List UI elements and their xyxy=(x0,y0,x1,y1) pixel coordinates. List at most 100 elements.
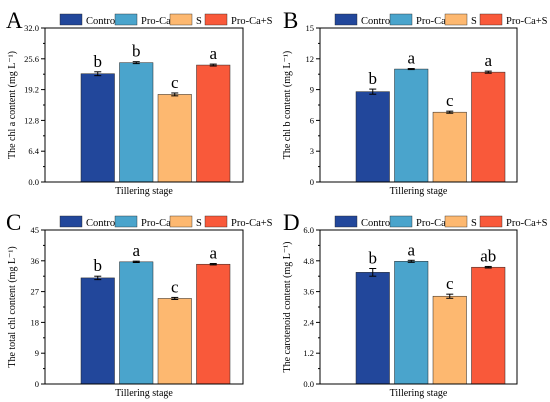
y-axis-label: The chl b content (mg L⁻¹) xyxy=(282,51,293,160)
y-tick-label: 0.0 xyxy=(303,379,314,389)
legend-swatch xyxy=(114,13,138,26)
legend-label: Pro-Ca xyxy=(141,218,171,229)
legend-label: Pro-Ca+S xyxy=(506,16,548,27)
legend-label: Pro-Ca+S xyxy=(231,218,273,229)
significance-letter: a xyxy=(209,244,217,263)
bar xyxy=(432,111,467,183)
significance-letter: c xyxy=(171,73,179,92)
y-tick-label: 4.8 xyxy=(303,256,314,266)
bar xyxy=(80,73,115,183)
y-tick-label: 18 xyxy=(31,317,40,327)
legend-swatch xyxy=(334,13,358,26)
significance-letter: c xyxy=(171,277,179,296)
legend: Control Pro-Ca S Pro-Ca+S xyxy=(334,13,548,27)
y-tick-label: 45 xyxy=(31,225,40,235)
panel-label: C xyxy=(6,210,21,235)
legend-label: S xyxy=(196,16,202,27)
x-axis-label: Tillering stage xyxy=(390,388,448,399)
legend-label: S xyxy=(471,16,477,27)
significance-letter: b xyxy=(369,69,378,88)
y-tick-label: 0 xyxy=(35,379,39,389)
panel-b: B Control Pro-Ca S Pro-Ca+S 0 3 6 9 12 15 The chl b… xyxy=(282,8,548,197)
legend-label: Pro-Ca+S xyxy=(506,218,548,229)
significance-letter: a xyxy=(484,51,492,70)
legend-swatch xyxy=(444,215,468,228)
bar xyxy=(394,68,429,183)
y-tick-label: 3.6 xyxy=(303,287,314,297)
plot-frame xyxy=(44,27,244,183)
legend-swatch xyxy=(169,215,193,228)
legend-label: S xyxy=(196,218,202,229)
panel-c: C Control Pro-Ca S Pro-Ca+S 0 9 18 27 36 45 The tot… xyxy=(6,210,273,399)
legend-swatch xyxy=(444,13,468,26)
y-axis-label: The carotenoid content (mg L⁻¹) xyxy=(282,241,293,372)
y-tick-label: 0.0 xyxy=(28,177,39,187)
legend: Control Pro-Ca S Pro-Ca+S xyxy=(59,215,273,229)
panel-a: A Control Pro-Ca S Pro-Ca+S 0.0 6.4 12.8 19.2 25.… xyxy=(6,8,273,197)
plot-frame xyxy=(44,229,244,385)
bar xyxy=(119,62,154,183)
significance-letter: c xyxy=(446,274,454,293)
bar xyxy=(471,266,506,385)
panel-label: A xyxy=(6,8,23,33)
y-tick-label: 9 xyxy=(310,85,314,95)
significance-letter: ab xyxy=(480,246,496,265)
y-tick-label: 36 xyxy=(31,256,40,266)
panel-d: D Control Pro-Ca S Pro-Ca+S 0.0 1.2 2.4 3.6 4.8 6.… xyxy=(282,210,548,399)
y-axis-label: The chl a content (mg L⁻¹) xyxy=(7,51,18,159)
y-tick-label: 12.8 xyxy=(24,115,39,125)
legend-swatch xyxy=(59,13,83,26)
y-tick-label: 32.0 xyxy=(24,23,39,33)
legend-label: Control xyxy=(86,16,118,27)
significance-letter: b xyxy=(132,42,141,61)
legend-label: Control xyxy=(361,218,393,229)
y-tick-label: 9 xyxy=(35,348,39,358)
y-tick-label: 6.0 xyxy=(303,225,314,235)
x-axis-label: Tillering stage xyxy=(390,186,448,197)
significance-letter: a xyxy=(132,241,140,260)
bar xyxy=(196,64,231,183)
legend-label: S xyxy=(471,218,477,229)
legend-swatch xyxy=(114,215,138,228)
legend-label: Pro-Ca xyxy=(416,218,446,229)
significance-letter: b xyxy=(94,52,103,71)
y-tick-label: 3 xyxy=(310,146,314,156)
legend-label: Pro-Ca xyxy=(141,16,171,27)
y-tick-label: 15 xyxy=(306,23,315,33)
legend-swatch xyxy=(389,13,413,26)
bar xyxy=(80,277,115,385)
y-tick-label: 25.6 xyxy=(24,54,39,64)
legend-swatch xyxy=(479,215,503,228)
plot-frame xyxy=(319,229,518,385)
significance-letter: a xyxy=(407,240,415,259)
significance-letter: a xyxy=(209,44,217,63)
legend-swatch xyxy=(389,215,413,228)
bar xyxy=(355,272,390,385)
legend-label: Control xyxy=(361,16,393,27)
legend-swatch xyxy=(169,13,193,26)
y-tick-label: 12 xyxy=(306,54,315,64)
bar xyxy=(119,261,154,385)
legend-label: Pro-Ca+S xyxy=(231,16,273,27)
bar xyxy=(355,91,390,183)
y-tick-label: 6 xyxy=(310,115,314,125)
bar xyxy=(432,295,467,385)
y-tick-label: 27 xyxy=(31,287,40,297)
bar xyxy=(394,261,429,385)
legend: Control Pro-Ca S Pro-Ca+S xyxy=(334,215,548,229)
bar xyxy=(196,263,231,385)
significance-letter: b xyxy=(94,256,103,275)
y-axis-label: The total chl content (mg L⁻¹) xyxy=(7,246,18,367)
legend-swatch xyxy=(334,215,358,228)
panel-label: D xyxy=(283,210,300,235)
plot-frame xyxy=(319,27,518,183)
panel-label: B xyxy=(283,8,298,33)
x-axis-label: Tillering stage xyxy=(115,186,173,197)
significance-letter: b xyxy=(369,249,378,268)
legend-swatch xyxy=(479,13,503,26)
significance-letter: a xyxy=(407,49,415,68)
legend-swatch xyxy=(204,13,228,26)
y-tick-label: 1.2 xyxy=(303,348,314,358)
legend-label: Pro-Ca xyxy=(416,16,446,27)
legend-swatch xyxy=(204,215,228,228)
